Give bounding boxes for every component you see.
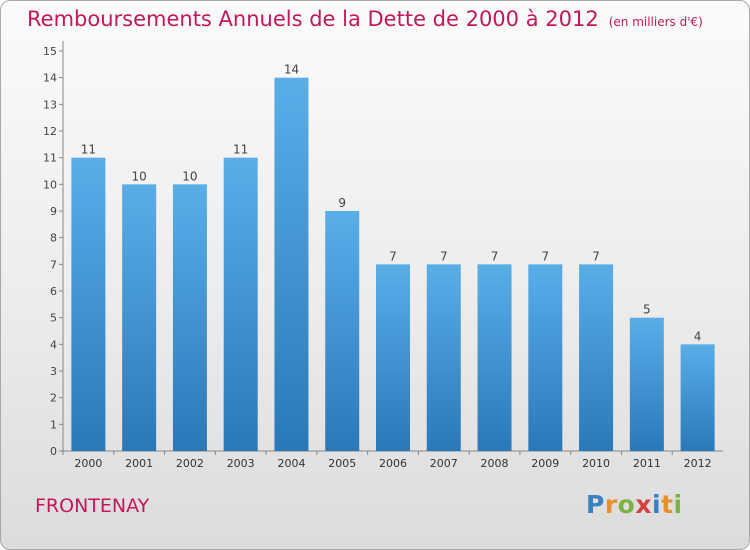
bar — [223, 157, 258, 451]
bar — [172, 184, 207, 452]
bar — [376, 264, 410, 451]
bar-value-label: 4 — [694, 329, 702, 343]
y-tick-label: 1 — [50, 418, 57, 431]
bar — [274, 77, 309, 452]
bar — [579, 264, 614, 451]
logo-letter: t — [661, 490, 674, 519]
chart-subtitle: (en milliers d'€) — [608, 15, 703, 29]
logo-letter: P — [586, 490, 605, 519]
y-tick-label: 6 — [50, 285, 57, 298]
bar-value-label: 7 — [389, 249, 397, 263]
y-tick-label: 0 — [50, 445, 57, 458]
bar — [426, 264, 461, 451]
bar — [680, 344, 715, 451]
y-tick-label: 13 — [43, 98, 57, 111]
title-text: Remboursements Annuels de la Dette de 20… — [27, 7, 599, 31]
bar-value-label: 10 — [182, 169, 197, 183]
y-tick-label: 15 — [43, 45, 57, 58]
logo-letter: i — [652, 490, 662, 519]
logo-letter: i — [673, 490, 683, 519]
bar-value-label: 5 — [643, 303, 651, 317]
logo-letter: o — [617, 490, 636, 519]
y-tick-label: 14 — [43, 72, 57, 85]
y-tick-label: 5 — [50, 312, 57, 325]
bar-value-label: 7 — [592, 249, 600, 263]
x-tick-label: 2011 — [633, 457, 661, 470]
bar — [122, 184, 157, 452]
x-tick-label: 2007 — [430, 457, 458, 470]
x-tick-label: 2005 — [328, 457, 356, 470]
x-tick-label: 2004 — [277, 457, 305, 470]
y-tick-label: 10 — [43, 178, 57, 191]
y-tick-label: 7 — [50, 258, 57, 271]
town-name: FRONTENAY — [35, 495, 150, 517]
y-tick-label: 9 — [50, 205, 57, 218]
bar — [325, 211, 360, 451]
logo-letter: r — [604, 490, 618, 519]
bar — [528, 264, 563, 451]
logo-letter: x — [635, 490, 652, 519]
bar — [477, 264, 512, 451]
x-tick-label: 2012 — [684, 457, 712, 470]
bar-value-label: 11 — [233, 143, 248, 157]
bar-value-label: 7 — [541, 249, 549, 263]
x-tick-label: 2009 — [531, 457, 559, 470]
y-tick-label: 4 — [50, 338, 57, 351]
bar-value-label: 10 — [132, 169, 147, 183]
y-tick-label: 8 — [50, 232, 57, 245]
bar-value-label: 11 — [81, 143, 96, 157]
x-tick-label: 2008 — [481, 457, 509, 470]
x-tick-label: 2003 — [227, 457, 255, 470]
x-tick-label: 2006 — [379, 457, 407, 470]
x-tick-label: 2002 — [176, 457, 204, 470]
proxiti-logo: Proxiti — [586, 490, 683, 519]
chart-title: Remboursements Annuels de la Dette de 20… — [27, 7, 703, 31]
y-tick-label: 3 — [50, 365, 57, 378]
bar — [71, 157, 106, 451]
x-tick-label: 2000 — [74, 457, 102, 470]
bar-value-label: 7 — [440, 249, 448, 263]
y-tick-label: 12 — [43, 125, 57, 138]
y-tick-label: 11 — [43, 152, 57, 165]
bar-value-label: 14 — [284, 63, 299, 77]
bar-value-label: 9 — [338, 196, 346, 210]
x-tick-label: 2001 — [125, 457, 153, 470]
x-tick-label: 2010 — [582, 457, 610, 470]
y-tick-label: 2 — [50, 392, 57, 405]
bar-value-label: 7 — [491, 249, 499, 263]
bar — [629, 317, 664, 451]
bars-group: 11 2000 10 2001 10 2002 11 2003 14 2004 9 2005 7 2006… — [62, 63, 715, 470]
